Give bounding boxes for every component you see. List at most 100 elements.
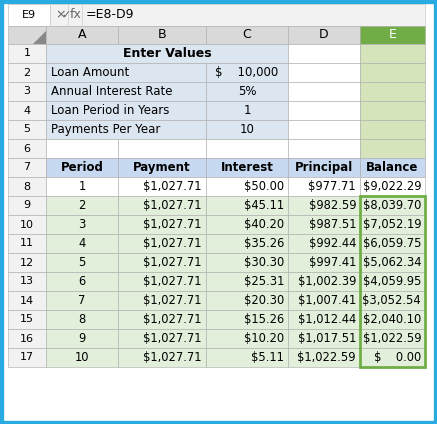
Bar <box>360 44 425 63</box>
Text: 6: 6 <box>78 275 86 288</box>
Text: $1,027.71: $1,027.71 <box>143 237 202 250</box>
Text: 1: 1 <box>24 48 31 59</box>
Bar <box>8 139 46 158</box>
Text: 1: 1 <box>243 104 251 117</box>
Bar <box>360 82 425 101</box>
Bar <box>8 291 46 310</box>
Bar <box>206 177 288 196</box>
Text: 5%: 5% <box>238 85 256 98</box>
Text: Payments Per Year: Payments Per Year <box>51 123 160 136</box>
Bar <box>118 26 206 44</box>
Text: $1,002.39: $1,002.39 <box>298 275 356 288</box>
Bar <box>206 348 288 367</box>
Text: 3: 3 <box>78 218 86 231</box>
Bar <box>206 215 288 234</box>
Text: Payment: Payment <box>133 161 191 174</box>
Bar <box>46 82 206 101</box>
Text: $5.11: $5.11 <box>251 351 284 364</box>
Bar <box>288 101 360 120</box>
Bar <box>288 158 360 177</box>
Bar <box>360 310 425 329</box>
Text: $1,027.71: $1,027.71 <box>143 351 202 364</box>
Text: $25.31: $25.31 <box>243 275 284 288</box>
Bar <box>118 291 206 310</box>
Bar <box>360 26 425 44</box>
Bar <box>118 196 206 215</box>
Text: A: A <box>78 28 86 42</box>
Text: $982.59: $982.59 <box>309 199 356 212</box>
Bar <box>206 82 288 101</box>
Text: $10.20: $10.20 <box>244 332 284 345</box>
Text: $4,059.95: $4,059.95 <box>363 275 421 288</box>
Text: 17: 17 <box>20 352 34 363</box>
Text: $992.44: $992.44 <box>309 237 356 250</box>
Text: 13: 13 <box>20 276 34 287</box>
Text: Principal: Principal <box>295 161 353 174</box>
Text: $1,007.41: $1,007.41 <box>298 294 356 307</box>
Bar <box>288 82 360 101</box>
Bar <box>206 139 288 158</box>
Bar <box>360 177 425 196</box>
Bar <box>288 215 360 234</box>
Text: $8,039.70: $8,039.70 <box>363 199 421 212</box>
Text: 6: 6 <box>24 143 31 153</box>
Bar <box>118 215 206 234</box>
Bar <box>8 82 46 101</box>
Text: $1,027.71: $1,027.71 <box>143 180 202 193</box>
Text: $50.00: $50.00 <box>244 180 284 193</box>
Bar <box>360 196 425 367</box>
Text: Loan Amount: Loan Amount <box>51 66 129 79</box>
Bar <box>206 329 288 348</box>
Text: 15: 15 <box>20 315 34 324</box>
Text: fx: fx <box>70 8 82 22</box>
Text: $9,022.29: $9,022.29 <box>363 180 421 193</box>
Bar <box>360 272 425 291</box>
Bar <box>118 177 206 196</box>
Text: 16: 16 <box>20 334 34 343</box>
Text: 4: 4 <box>78 237 86 250</box>
Bar <box>360 63 425 82</box>
Text: Loan Period in Years: Loan Period in Years <box>51 104 170 117</box>
Text: 10: 10 <box>239 123 254 136</box>
Bar <box>360 196 425 215</box>
Bar <box>118 272 206 291</box>
Bar <box>46 101 206 120</box>
Bar <box>288 272 360 291</box>
Bar <box>118 158 206 177</box>
Text: 1: 1 <box>78 180 86 193</box>
Bar <box>8 310 46 329</box>
Bar <box>8 196 46 215</box>
Text: C: C <box>243 28 251 42</box>
Bar <box>360 348 425 367</box>
Bar <box>118 348 206 367</box>
Bar <box>46 272 118 291</box>
Text: =E8-D9: =E8-D9 <box>86 8 135 22</box>
Bar <box>288 26 360 44</box>
Text: $2,040.10: $2,040.10 <box>363 313 421 326</box>
Bar <box>360 139 425 158</box>
Text: E9: E9 <box>22 10 36 20</box>
Bar <box>8 4 50 26</box>
Bar <box>288 291 360 310</box>
Text: $1,027.71: $1,027.71 <box>143 313 202 326</box>
Text: $7,052.19: $7,052.19 <box>363 218 421 231</box>
Text: ×: × <box>55 8 66 22</box>
Text: 10: 10 <box>20 220 34 229</box>
Bar <box>206 272 288 291</box>
Bar <box>8 253 46 272</box>
Text: 2: 2 <box>24 67 31 78</box>
Text: $1,027.71: $1,027.71 <box>143 199 202 212</box>
Text: $1,017.51: $1,017.51 <box>298 332 356 345</box>
Text: D: D <box>319 28 329 42</box>
Bar <box>8 101 46 120</box>
Bar <box>288 139 360 158</box>
Polygon shape <box>33 31 46 44</box>
Text: 7: 7 <box>78 294 86 307</box>
Bar <box>8 63 46 82</box>
Text: E: E <box>388 28 396 42</box>
Text: Interest: Interest <box>221 161 274 174</box>
Text: $15.26: $15.26 <box>244 313 284 326</box>
Bar <box>360 215 425 234</box>
Text: Balance: Balance <box>366 161 419 174</box>
Text: $1,027.71: $1,027.71 <box>143 256 202 269</box>
